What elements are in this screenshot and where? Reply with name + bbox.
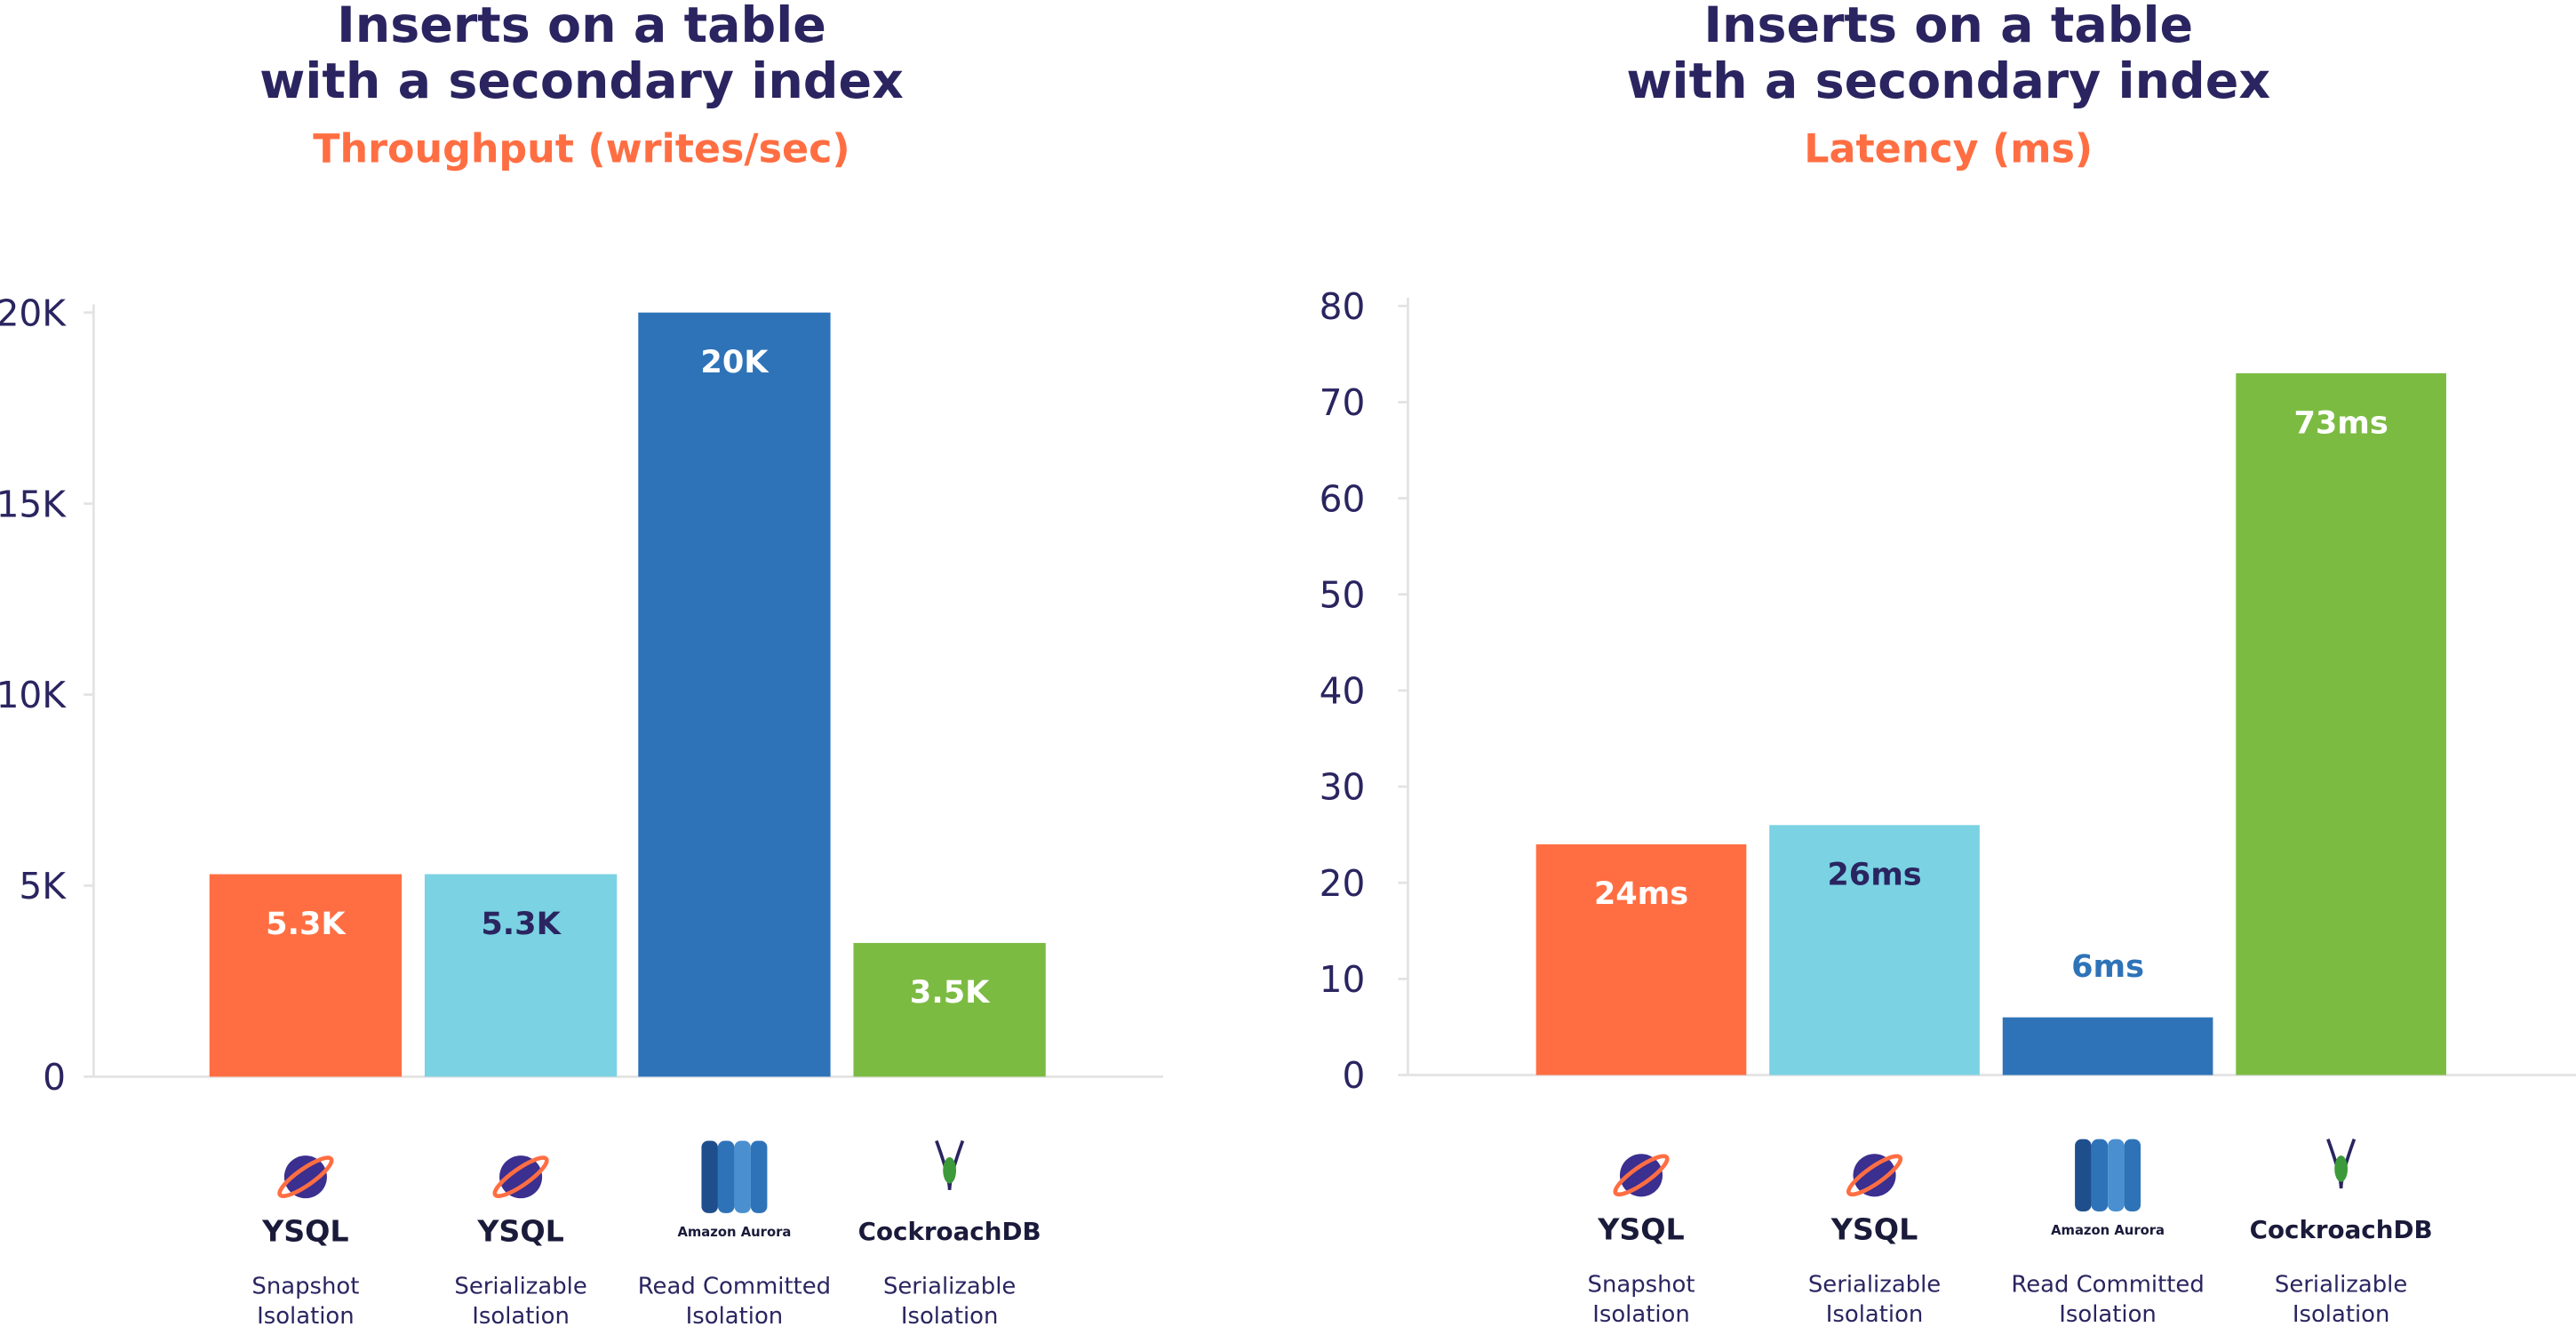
value-label: 24ms bbox=[1594, 875, 1688, 912]
bar bbox=[2002, 1017, 2213, 1075]
y-tick-label: 70 bbox=[1320, 381, 1366, 424]
bar bbox=[853, 942, 1046, 1077]
ysql-icon bbox=[499, 1155, 543, 1199]
bar bbox=[209, 874, 403, 1077]
x-tick-label: Isolation bbox=[2059, 1301, 2157, 1328]
y-tick-label: 60 bbox=[1320, 477, 1366, 520]
brand-label: YSQL bbox=[476, 1214, 564, 1249]
y-tick-label: 20K bbox=[0, 292, 67, 334]
cockroach-icon bbox=[2326, 1138, 2357, 1189]
aurora-icon bbox=[2124, 1139, 2141, 1211]
chart-title: Inserts on a table bbox=[1703, 0, 2193, 54]
y-tick-label: 10K bbox=[0, 674, 67, 716]
x-tick-label: Isolation bbox=[2293, 1301, 2390, 1328]
x-tick-label: Read Committed bbox=[638, 1274, 831, 1300]
x-tick-label: Serializable bbox=[1808, 1272, 1941, 1299]
aurora-icon bbox=[734, 1140, 751, 1213]
x-tick-label: Serializable bbox=[883, 1274, 1016, 1300]
ysql-icon-ring bbox=[277, 1155, 334, 1198]
ysql-icon-ring bbox=[1846, 1154, 1903, 1197]
value-label: 5.3K bbox=[481, 906, 562, 942]
y-tick-label: 30 bbox=[1320, 766, 1366, 809]
cockroach-icon bbox=[935, 1139, 965, 1191]
x-tick-label: Isolation bbox=[257, 1303, 355, 1330]
ysql-icon bbox=[1619, 1154, 1663, 1197]
x-tick-label: Snapshot bbox=[1588, 1272, 1695, 1299]
bar bbox=[1535, 843, 1747, 1075]
y-tick-label: 0 bbox=[43, 1056, 66, 1099]
x-tick-label: Serializable bbox=[2275, 1272, 2407, 1299]
y-tick-label: 0 bbox=[1343, 1054, 1366, 1097]
value-label: 26ms bbox=[1827, 857, 1921, 893]
value-label: 3.5K bbox=[910, 974, 991, 1011]
bar bbox=[1769, 825, 1980, 1075]
cockroach-leaf bbox=[943, 1156, 957, 1184]
value-label: 5.3K bbox=[266, 906, 347, 942]
brand-label: YSQL bbox=[261, 1214, 349, 1249]
chart-title: with a secondary index bbox=[1626, 53, 2270, 110]
bar bbox=[424, 874, 618, 1077]
aurora-icon bbox=[701, 1140, 718, 1213]
chart-subtitle: Latency (ms) bbox=[1804, 126, 2093, 172]
aurora-icon bbox=[2108, 1139, 2125, 1211]
x-tick-label: Isolation bbox=[1592, 1301, 1690, 1328]
chart-subtitle: Throughput (writes/sec) bbox=[313, 126, 849, 172]
aurora-icon bbox=[717, 1140, 735, 1213]
y-tick-label: 50 bbox=[1320, 573, 1366, 616]
x-tick-label: Serializable bbox=[454, 1274, 586, 1300]
ysql-icon bbox=[283, 1155, 327, 1199]
brand-label: Amazon Aurora bbox=[2051, 1223, 2165, 1238]
x-tick-label: Snapshot bbox=[251, 1274, 359, 1300]
y-tick-label: 80 bbox=[1320, 285, 1366, 328]
ysql-icon bbox=[1853, 1154, 1896, 1197]
aurora-icon bbox=[750, 1140, 768, 1213]
chart-title: Inserts on a table bbox=[337, 0, 826, 54]
x-tick-label: Isolation bbox=[1826, 1301, 1924, 1328]
value-label: 73ms bbox=[2293, 404, 2388, 441]
ysql-icon-ring bbox=[492, 1155, 549, 1198]
x-tick-label: Isolation bbox=[472, 1303, 570, 1330]
y-tick-label: 40 bbox=[1320, 670, 1366, 713]
y-tick-label: 5K bbox=[19, 865, 67, 907]
brand-label: CockroachDB bbox=[858, 1217, 1041, 1246]
brand-label: CockroachDB bbox=[2250, 1215, 2433, 1244]
y-tick-label: 20 bbox=[1320, 862, 1366, 905]
value-label: 6ms bbox=[2071, 948, 2144, 985]
bar bbox=[638, 312, 831, 1077]
value-label: 20K bbox=[700, 344, 770, 380]
bar bbox=[2236, 372, 2446, 1075]
brand-label: YSQL bbox=[1597, 1212, 1685, 1247]
ysql-icon-ring bbox=[1613, 1154, 1670, 1197]
x-tick-label: Isolation bbox=[686, 1303, 784, 1330]
x-tick-label: Read Committed bbox=[2011, 1272, 2204, 1299]
chart-title: with a secondary index bbox=[259, 53, 904, 110]
aurora-icon bbox=[2075, 1139, 2092, 1211]
y-tick-label: 10 bbox=[1320, 958, 1366, 1001]
brand-label: YSQL bbox=[1830, 1212, 1918, 1247]
cockroach-leaf bbox=[2334, 1155, 2349, 1182]
aurora-icon bbox=[2091, 1139, 2109, 1211]
x-tick-label: Isolation bbox=[901, 1303, 999, 1330]
brand-label: Amazon Aurora bbox=[677, 1225, 791, 1240]
y-tick-label: 15K bbox=[0, 483, 67, 525]
